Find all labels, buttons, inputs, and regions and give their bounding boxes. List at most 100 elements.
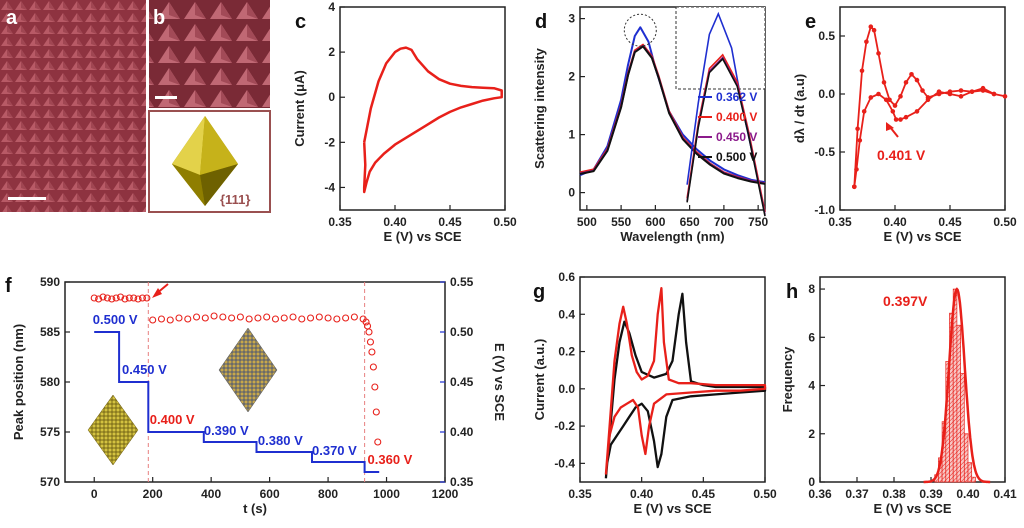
x-axis-label: E (V) vs SCE	[383, 229, 461, 244]
annotation-h: 0.397V	[883, 293, 928, 309]
panel-label-d: d	[535, 11, 547, 33]
x-tick-label: 0.38	[882, 487, 906, 501]
peak-point	[263, 313, 271, 321]
x-axis-label: E (V) vs SCE	[873, 501, 951, 516]
legend-label: 0.362 V	[716, 90, 757, 104]
y-tick-label: 0.6	[558, 270, 575, 284]
derivative-point	[958, 88, 964, 93]
peak-point	[374, 438, 382, 446]
peak-point	[371, 383, 379, 391]
x-tick-label: 0.40	[383, 215, 407, 229]
peak-point	[366, 338, 375, 346]
peak-point	[134, 295, 142, 303]
x-tick-label: 0.50	[493, 215, 517, 229]
y-tick-label: 0	[328, 90, 335, 104]
y-tick-label: 0	[808, 475, 815, 489]
y-tick-label: 4	[328, 0, 335, 14]
derivative-point	[936, 89, 942, 94]
peak-point	[138, 294, 147, 302]
x-tick-label: 0.40	[956, 487, 980, 501]
derivative-point	[859, 68, 865, 74]
plot-frame-d	[579, 6, 766, 211]
x-tick-label: 0.50	[753, 487, 777, 501]
peak-point	[298, 315, 306, 323]
derivative-point	[898, 94, 903, 99]
derivative-point	[947, 91, 953, 97]
derivative-point	[969, 89, 975, 94]
panel-label-a: a	[6, 7, 18, 29]
peak-highlight-circle	[623, 13, 657, 47]
derivative-point	[861, 109, 867, 114]
x-tick-label: 0.35	[328, 215, 352, 229]
peak-point	[372, 408, 380, 416]
legend-label: 0.450 V	[716, 130, 757, 144]
peak-point	[149, 316, 157, 324]
step-label: 0.380 V	[258, 433, 303, 448]
y2-axis-label: E (V) vs SCE	[492, 343, 507, 421]
annotation-e: 0.401 V	[877, 147, 926, 163]
panel-label-b: b	[153, 7, 165, 29]
peak-point	[210, 312, 218, 320]
x-axis-label: E (V) vs SCE	[883, 229, 961, 244]
y-tick-label: -0.4	[554, 456, 575, 470]
sem-image-b	[149, 0, 270, 108]
gaussian-fit	[923, 287, 991, 484]
octahedron-model	[172, 116, 238, 206]
x-tick-label: 600	[645, 215, 665, 229]
x-tick-label: 600	[260, 487, 280, 501]
potential-steps	[94, 331, 380, 473]
derivative-point	[890, 109, 896, 114]
x-tick-label: 0.36	[808, 487, 832, 501]
x-tick-label: 500	[577, 215, 597, 229]
y-tick-label: 8	[808, 282, 815, 296]
step-label: 0.500 V	[93, 312, 138, 327]
x-axis-label: t (s)	[243, 501, 267, 516]
peak-point	[306, 314, 315, 322]
panel-label-c: c	[295, 11, 306, 33]
step-label: 0.450 V	[122, 362, 167, 377]
y-tick-label: 585	[40, 325, 60, 339]
histogram-bar	[971, 476, 976, 483]
x-tick-label: 0.50	[993, 215, 1017, 229]
derivative-point	[871, 27, 877, 33]
arrow-f-head	[152, 288, 162, 298]
peak-point	[99, 293, 107, 301]
y-axis-label: dλ / dt (a.u)	[792, 74, 807, 143]
peak-point	[201, 314, 209, 322]
y-tick-label: 575	[40, 425, 60, 439]
peak-point	[289, 313, 297, 321]
derivative-point	[876, 91, 881, 97]
y-tick-label: -0.2	[554, 419, 575, 433]
legend-label: 0.400 V	[716, 110, 757, 124]
peak-point	[143, 294, 151, 302]
y-axis-label: Current (μA)	[292, 70, 307, 147]
derivative-point	[852, 184, 857, 190]
plot-frame-c	[339, 6, 506, 211]
x-tick-label: 0.41	[993, 487, 1017, 501]
peak-point	[116, 293, 125, 301]
peak-point	[184, 315, 192, 323]
y2-tick-label: 0.45	[450, 375, 474, 389]
x-tick-label: 550	[611, 215, 631, 229]
derivative-point	[914, 109, 920, 114]
y-tick-label: 0	[568, 186, 575, 200]
peak-point	[121, 295, 129, 303]
x-tick-label: 800	[318, 487, 338, 501]
y-tick-label: 6	[808, 330, 815, 344]
x-tick-label: 0.45	[938, 215, 962, 229]
step-label: 0.400 V	[150, 412, 195, 427]
panel-label-g: g	[533, 281, 545, 303]
y-tick-label: 1	[568, 128, 575, 142]
scale-bar-b	[155, 96, 177, 99]
derivative-point	[881, 80, 887, 85]
peak-point	[236, 313, 244, 321]
peak-point	[254, 314, 262, 322]
peak-point	[362, 318, 370, 326]
peak-point	[245, 315, 253, 323]
peak-point	[315, 313, 323, 321]
peak-point	[228, 314, 236, 322]
y-tick-label: 0.4	[558, 307, 575, 321]
y-tick-label: 2	[568, 70, 575, 84]
plot-frame-h	[819, 276, 1006, 483]
derivative-point	[857, 138, 863, 143]
